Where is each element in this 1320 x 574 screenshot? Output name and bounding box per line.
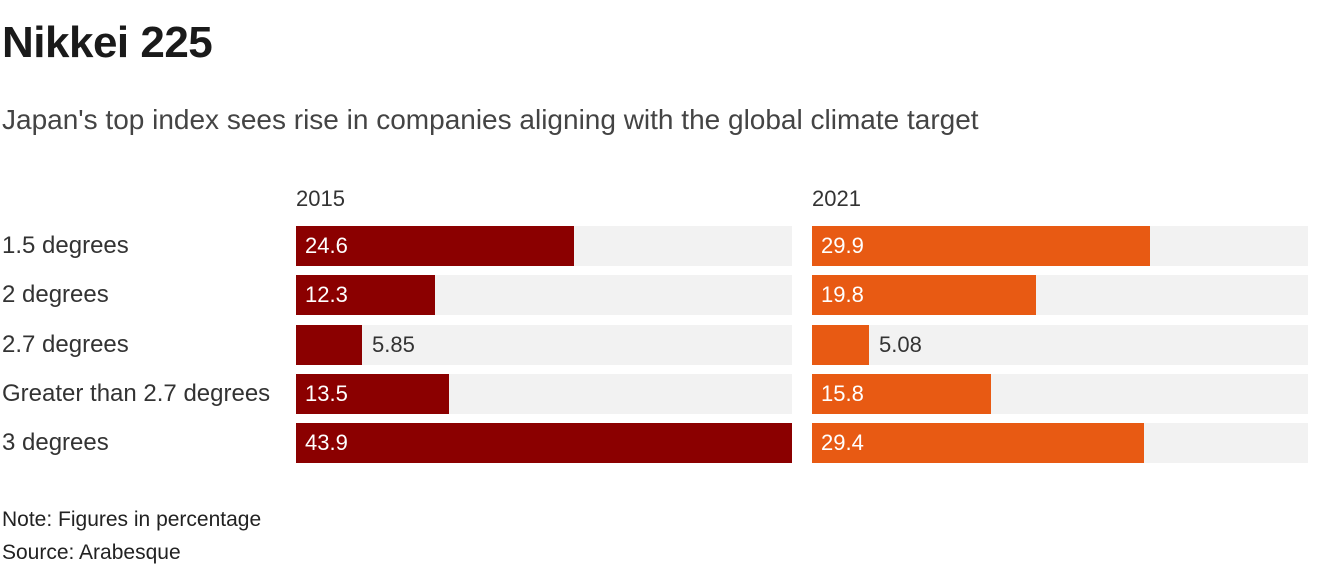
- data-label: 29.4: [821, 430, 864, 455]
- chart-source: Source: Arabesque: [2, 541, 181, 564]
- bar-2021: [812, 275, 1036, 315]
- bar-track: [812, 325, 1308, 365]
- category-label: 1.5 degrees: [2, 232, 129, 259]
- data-label: 15.8: [821, 381, 864, 406]
- data-label: 19.8: [821, 282, 864, 307]
- chart-subtitle: Japan's top index sees rise in companies…: [2, 104, 979, 135]
- category-label: 2 degrees: [2, 281, 109, 308]
- data-label: 5.85: [372, 332, 415, 357]
- data-label: 29.9: [821, 233, 864, 258]
- bar-2021: [812, 423, 1144, 463]
- category-label: 2.7 degrees: [2, 331, 129, 358]
- panel-title-2021: 2021: [812, 186, 861, 211]
- panel-title-2015: 2015: [296, 186, 345, 211]
- bar-2021: [812, 374, 991, 414]
- chart-note: Note: Figures in percentage: [2, 508, 262, 531]
- data-label: 5.08: [879, 332, 922, 357]
- data-label: 24.6: [305, 233, 348, 258]
- bar-track: [296, 325, 792, 365]
- category-label: Greater than 2.7 degrees: [2, 380, 271, 407]
- bar-2021: [812, 226, 1150, 266]
- bar-2015: [296, 423, 792, 463]
- data-label: 12.3: [305, 282, 348, 307]
- data-label: 13.5: [305, 381, 348, 406]
- bar-2015: [296, 374, 449, 414]
- bar-2015: [296, 226, 574, 266]
- bar-2021: [812, 325, 869, 365]
- data-label: 43.9: [305, 430, 348, 455]
- chart-title: Nikkei 225: [2, 18, 213, 67]
- bar-2015: [296, 275, 435, 315]
- category-label: 3 degrees: [2, 429, 109, 456]
- bar-2015: [296, 325, 362, 365]
